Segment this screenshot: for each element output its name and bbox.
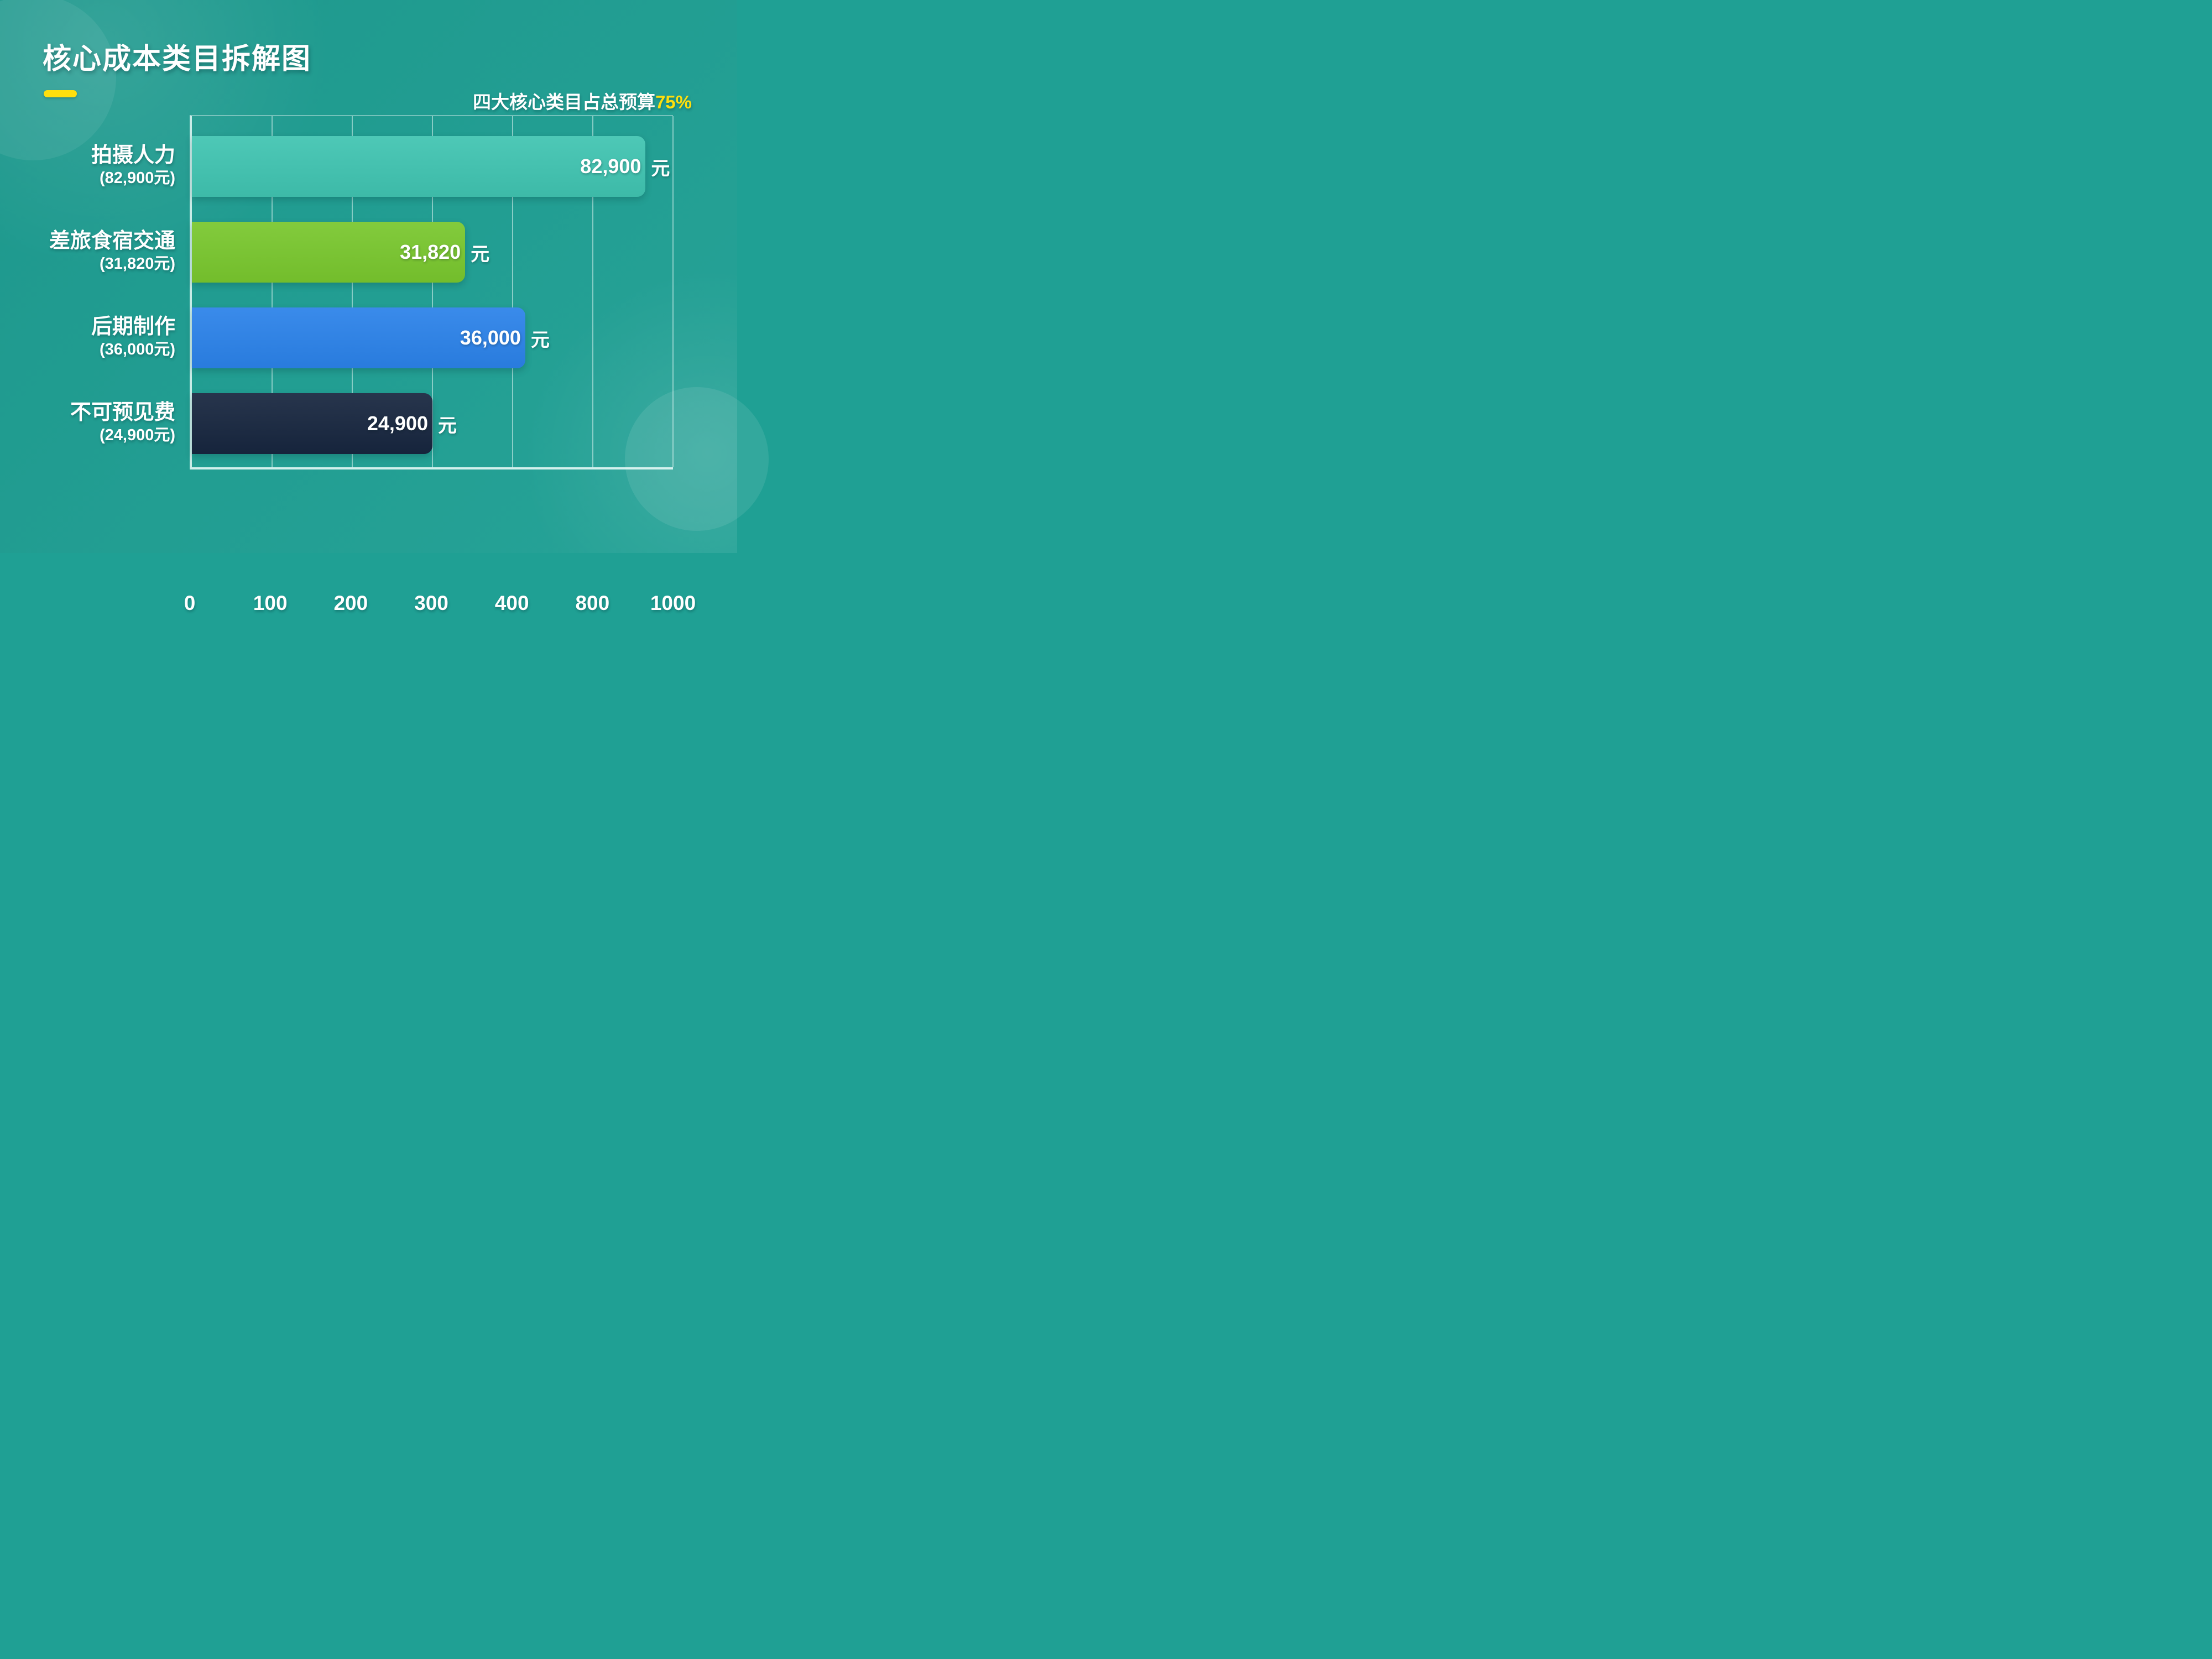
title-underline [44,90,77,97]
x-tick: 800 [575,592,610,614]
annotation-highlight: 75% [655,92,692,112]
bar-unit: 元 [471,243,490,265]
gridline [672,116,674,467]
x-tick: 200 [333,592,368,614]
gridline [592,116,593,467]
category-name: 不可预见费 [70,401,175,424]
x-tick: 1000 [650,592,696,614]
bar-value: 82,900 [580,155,641,178]
bar-value: 36,000 [460,326,521,349]
category-amount: (82,900元) [99,169,175,187]
bar-row: 82,900 元 [192,136,673,197]
bar-1: 82,900 [192,136,646,197]
plot-area: 82,900 元 31,820 元 36,000 元 24,900 元 [190,115,674,469]
bar-unit: 元 [530,329,550,351]
bar-row: 31,820 元 [192,222,673,283]
category-label: 拍摄人力 (82,900元) [0,135,175,196]
bar-3: 36,000 [192,307,525,368]
bar-unit: 元 [438,415,457,436]
annotation-text: 四大核心类目占总预算 [472,92,655,112]
bar-row: 24,900 元 [192,393,673,454]
x-tick: 300 [414,592,448,614]
bar-chart: 拍摄人力 (82,900元) 差旅食宿交通 (31,820元) 后期制作 (36,000元… [0,115,737,614]
category-amount: (31,820元) [99,255,175,273]
gridline [352,116,353,467]
category-amount: (36,000元) [99,341,175,358]
category-label: 差旅食宿交通 (31,820元) [0,221,175,281]
gridline [512,116,513,467]
gridline [432,116,433,467]
category-label: 不可预见费 (24,900元) [0,392,175,453]
category-name: 拍摄人力 [91,144,175,167]
bar-4: 24,900 [192,393,432,454]
x-tick: 100 [253,592,288,614]
x-axis-tick-row: 0 100 200 300 400 800 1000 [184,592,696,619]
bar-value: 31,820 [400,241,461,263]
bar-2: 31,820 [192,222,466,283]
bar-unit: 元 [651,158,670,179]
category-name: 后期制作 [91,315,175,338]
chart-title: 核心成本类目拆解图 [43,43,312,75]
gridline [272,116,273,467]
category-name: 差旅食宿交通 [49,229,175,253]
category-amount: (24,900元) [99,426,175,444]
annotation: 四大核心类目占总预算75% [473,87,692,114]
category-label: 后期制作 (36,000元) [0,306,175,367]
decorative-circle-bottom-right [625,387,769,531]
bar-row: 36,000 元 [192,307,673,368]
bar-value: 24,900 [367,412,428,435]
x-tick: 400 [494,592,529,614]
category-label-column: 拍摄人力 (82,900元) 差旅食宿交通 (31,820元) 后期制作 (36,000元… [0,115,175,469]
x-tick: 0 [184,592,196,614]
